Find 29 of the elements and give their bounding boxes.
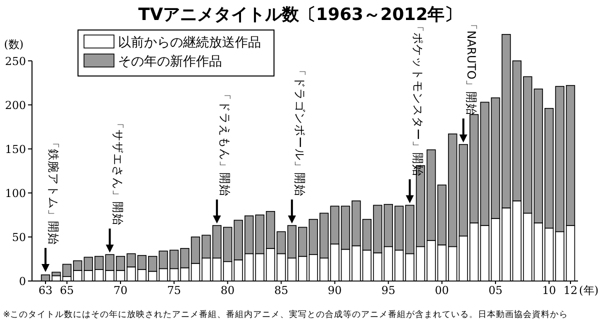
y-tick-label: 100 <box>5 186 26 200</box>
x-tick-label: 80 <box>220 284 235 297</box>
annotation: 「鉄腕アトム」開始 <box>46 136 60 245</box>
legend-label: 以前からの継続放送作品 <box>118 36 261 50</box>
y-axis-title: (数) <box>4 38 24 51</box>
legend-label: その年の新作作品 <box>118 54 222 70</box>
y-tick-label: 150 <box>5 142 26 156</box>
y-tick-label: 0 <box>19 275 26 288</box>
x-tick-label: 63 <box>38 284 52 297</box>
text: ※このタイトル数にはその年に放映されたアニメ番組、番組内アニメ、実写との合成等のアニメ番組が含まれている。日本動画協会資料から <box>3 309 568 320</box>
x-tick-label: 85 <box>274 284 288 297</box>
x-axis-title: (年) <box>579 284 599 297</box>
x-tick-label: 10 <box>542 284 556 297</box>
annotation: 「ドラゴンボール」開始 <box>292 64 307 197</box>
annotation: 「サザエさん」開始 <box>110 118 125 226</box>
x-tick-label: 75 <box>167 284 182 297</box>
x-tick-label: 00 <box>434 284 449 297</box>
y-tick-label: 50 <box>12 230 26 244</box>
annotation: 「ドラえもん」開始 <box>218 88 232 197</box>
y-tick-label: 250 <box>5 54 26 68</box>
y-tick-label: 200 <box>5 98 26 112</box>
annotation: 「NARUTO」開始 <box>464 18 478 116</box>
x-tick-label: 12 <box>564 284 578 297</box>
x-tick-label: 90 <box>328 284 342 297</box>
x-tick-label: 95 <box>381 284 396 297</box>
x-tick-label: 05 <box>488 284 502 297</box>
chart-title: TVアニメタイトル数〔1963～2012年〕 <box>138 5 462 25</box>
x-tick-label: 65 <box>60 284 74 297</box>
x-tick-label: 70 <box>114 284 128 297</box>
